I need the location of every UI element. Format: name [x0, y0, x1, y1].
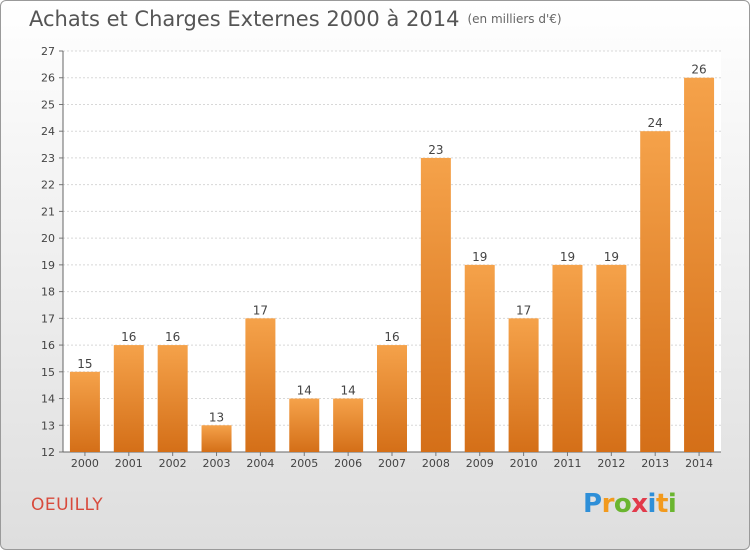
- x-tick-label: 2012: [597, 457, 625, 470]
- bar-2004: [245, 318, 276, 452]
- y-tick-label: 17: [41, 312, 55, 325]
- y-tick-label: 15: [41, 366, 55, 379]
- x-tick-label: 2013: [641, 457, 669, 470]
- bar-2006: [333, 398, 364, 452]
- y-tick-label: 26: [41, 72, 55, 85]
- data-label: 17: [516, 303, 531, 317]
- x-tick-label: 2006: [334, 457, 362, 470]
- x-tick-label: 2008: [422, 457, 450, 470]
- data-label: 16: [384, 330, 399, 344]
- data-label: 17: [253, 303, 268, 317]
- data-label: 15: [77, 357, 92, 371]
- bar-2001: [113, 345, 144, 452]
- bar-2010: [508, 318, 539, 452]
- proxiti-logo: Proxiti: [583, 489, 677, 519]
- bar-2013: [640, 131, 671, 452]
- bar-2011: [552, 264, 583, 452]
- x-tick-label: 2009: [466, 457, 494, 470]
- x-tick-label: 2004: [246, 457, 274, 470]
- y-tick-label: 20: [41, 232, 55, 245]
- x-tick-label: 2003: [203, 457, 231, 470]
- y-tick-label: 23: [41, 152, 55, 165]
- bar-2008: [420, 157, 451, 452]
- x-tick-label: 2000: [71, 457, 99, 470]
- y-tick-label: 12: [41, 446, 55, 459]
- data-label: 19: [604, 250, 619, 264]
- data-label: 13: [209, 410, 224, 424]
- x-tick-label: 2010: [510, 457, 538, 470]
- data-label: 14: [297, 384, 312, 398]
- bar-2003: [201, 425, 232, 452]
- bar-2012: [596, 264, 627, 452]
- y-tick-label: 21: [41, 205, 55, 218]
- data-label: 19: [472, 250, 487, 264]
- title-text: Achats et Charges Externes 2000 à 2014: [29, 7, 460, 31]
- y-tick-label: 22: [41, 179, 55, 192]
- chart-title: Achats et Charges Externes 2000 à 2014 (e…: [29, 7, 562, 31]
- bar-2014: [684, 77, 715, 452]
- bar-2009: [464, 264, 495, 452]
- x-tick-label: 2011: [553, 457, 581, 470]
- unit-label: (en milliers d'€): [467, 12, 562, 26]
- y-tick-label: 19: [41, 259, 55, 272]
- town-name: OEUILLY: [31, 495, 104, 515]
- x-tick-label: 2014: [685, 457, 713, 470]
- y-tick-label: 24: [41, 125, 55, 138]
- y-tick-label: 16: [41, 339, 55, 352]
- data-label: 14: [340, 384, 355, 398]
- data-label: 16: [121, 330, 136, 344]
- y-tick-label: 27: [41, 45, 55, 58]
- bar-2007: [377, 345, 407, 452]
- data-label: 26: [691, 63, 706, 77]
- x-tick-label: 2005: [290, 457, 318, 470]
- x-tick-label: 2001: [115, 457, 143, 470]
- data-label: 19: [560, 250, 575, 264]
- x-tick-label: 2007: [378, 457, 406, 470]
- bar-2002: [157, 345, 188, 452]
- data-label: 16: [165, 330, 180, 344]
- bar-2000: [69, 371, 100, 452]
- y-tick-label: 14: [41, 393, 55, 406]
- x-tick-label: 2002: [159, 457, 187, 470]
- data-label: 23: [428, 143, 443, 157]
- bar-2005: [289, 398, 320, 452]
- y-tick-label: 18: [41, 286, 55, 299]
- data-label: 24: [648, 116, 663, 130]
- y-tick-label: 13: [41, 419, 55, 432]
- y-tick-label: 25: [41, 98, 55, 111]
